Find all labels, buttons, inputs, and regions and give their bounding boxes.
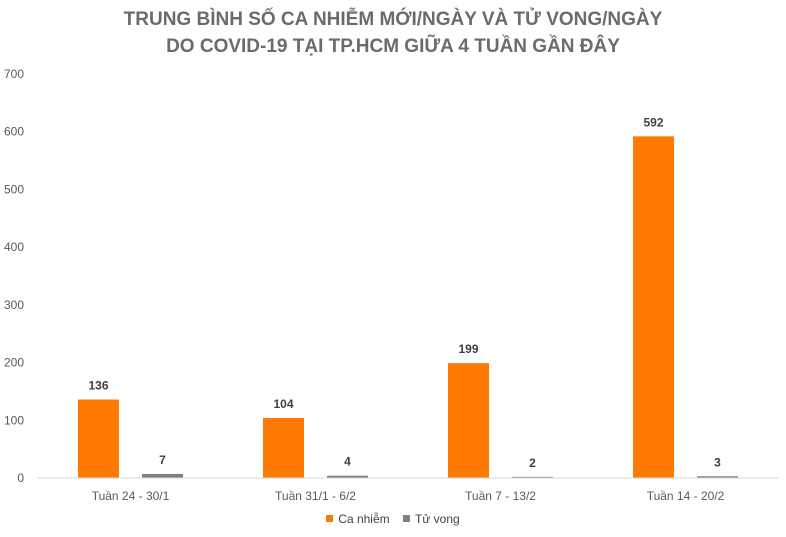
legend-item-ca-nhiem: Ca nhiễm (326, 511, 390, 526)
bar-ca-nhiem-3 (633, 136, 674, 478)
data-label-tu-vong-2: 2 (529, 456, 536, 470)
legend-label-tu-vong: Tử vong (414, 511, 460, 526)
bar-tu-vong-2 (512, 476, 553, 478)
x-tick-label-1: Tuần 31/1 - 6/2 (275, 489, 356, 503)
legend-swatch-tu-vong (402, 515, 410, 522)
chart-title-line2: DO COVID-19 TẠI TP.HCM GIỮA 4 TUẦN GẦN Đ… (166, 36, 620, 57)
y-tick-label-500: 500 (4, 182, 24, 196)
data-label-tu-vong-1: 4 (344, 455, 351, 469)
data-label-ca-nhiem-2: 199 (458, 342, 478, 356)
y-tick-label-700: 700 (4, 67, 24, 81)
bar-ca-nhiem-0 (78, 399, 119, 478)
data-label-tu-vong-0: 7 (159, 453, 166, 467)
bar-tu-vong-0 (142, 473, 183, 478)
y-tick-label-400: 400 (4, 240, 24, 254)
bar-tu-vong-3 (697, 476, 738, 478)
data-label-tu-vong-3: 3 (714, 455, 721, 469)
bar-ca-nhiem-2 (448, 363, 489, 478)
legend-swatch-ca-nhiem (326, 515, 334, 522)
chart-title-line1: TRUNG BÌNH SỐ CA NHIỄM MỚI/NGÀY VÀ TỬ VO… (123, 9, 663, 30)
data-label-ca-nhiem-3: 592 (643, 115, 663, 129)
y-tick-label-200: 200 (4, 356, 24, 370)
chart-title: TRUNG BÌNH SỐ CA NHIỄM MỚI/NGÀY VÀ TỬ VO… (0, 6, 786, 60)
y-tick-label-600: 600 (4, 125, 24, 139)
y-tick-label-0: 0 (17, 471, 24, 485)
data-label-ca-nhiem-0: 136 (88, 379, 108, 393)
bar-ca-nhiem-1 (263, 417, 304, 478)
y-tick-label-300: 300 (4, 298, 24, 312)
x-tick-label-2: Tuần 7 - 13/2 (465, 489, 536, 503)
chart-legend: Ca nhiễm Tử vong (0, 511, 786, 526)
x-tick-label-0: Tuần 24 - 30/1 (92, 489, 170, 503)
bar-tu-vong-1 (327, 475, 368, 478)
legend-item-tu-vong: Tử vong (402, 511, 460, 526)
legend-label-ca-nhiem: Ca nhiễm (338, 511, 390, 526)
y-tick-label-100: 100 (4, 413, 24, 427)
x-tick-label-3: Tuần 14 - 20/2 (647, 489, 725, 503)
data-label-ca-nhiem-1: 104 (273, 397, 293, 411)
